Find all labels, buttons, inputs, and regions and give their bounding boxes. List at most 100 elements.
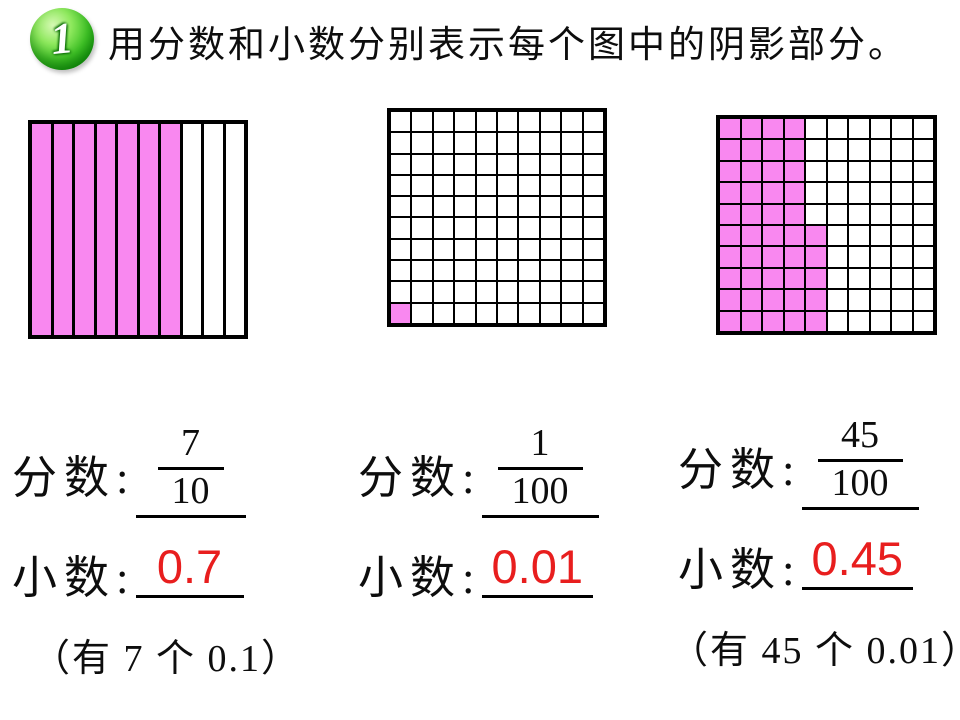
grid-cell <box>849 161 869 182</box>
shaded-cell <box>161 124 180 335</box>
grid-cell <box>497 112 518 132</box>
grid-cell <box>562 303 582 323</box>
fraction-denominator: 10 <box>157 466 224 512</box>
grid-cell <box>562 133 582 153</box>
grid-cell <box>391 175 411 196</box>
grid-cell <box>827 119 847 139</box>
decimal-value: 0.01 <box>491 539 583 593</box>
shaded-cell <box>720 204 740 224</box>
decimal-row: 小数: 0.01 <box>358 540 599 601</box>
grid-cell <box>849 204 869 224</box>
grid-cell <box>562 218 582 238</box>
grid-cell <box>519 175 539 196</box>
grid-cell <box>391 218 411 238</box>
grid-cell <box>455 261 475 281</box>
grid-cell <box>225 124 244 335</box>
grid-cell <box>519 282 539 302</box>
grid-cell <box>806 204 826 224</box>
grid-cell <box>476 261 496 281</box>
grid-cell <box>827 204 847 224</box>
shaded-cell <box>720 290 740 310</box>
shaded-cell <box>784 311 804 331</box>
grid-cell <box>849 268 869 289</box>
shaded-cell <box>763 204 783 224</box>
grid-cell <box>870 161 890 182</box>
decimal-label: 小数: <box>12 552 136 603</box>
decimal-value: 0.45 <box>811 531 903 585</box>
shaded-cell <box>720 247 740 267</box>
decimal-blank: 0.01 <box>481 539 593 598</box>
grid-cell <box>892 268 912 289</box>
grid-cell <box>892 140 912 160</box>
shaded-cell <box>139 124 158 335</box>
grid-cell <box>562 197 582 217</box>
fraction-numerator: 45 <box>841 414 880 456</box>
shaded-cell <box>763 247 783 267</box>
grid-cell <box>540 218 561 238</box>
grid-cell <box>412 303 432 323</box>
shaded-cell <box>784 119 804 139</box>
shaded-cell <box>784 290 804 310</box>
grid-cell <box>540 303 561 323</box>
grid-cell <box>913 119 933 139</box>
shaded-cell <box>741 183 761 203</box>
grid-cell <box>870 290 890 310</box>
shaded-cell <box>806 247 826 267</box>
hundredths-grid-fortyfive <box>716 115 937 335</box>
shaded-cell <box>806 311 826 331</box>
grid-cell <box>412 154 432 174</box>
tenths-grid <box>28 120 248 339</box>
grid-cell <box>913 311 933 331</box>
grid-cell <box>476 133 496 153</box>
grid-cell <box>540 154 561 174</box>
fraction-value: 45 100 <box>817 414 903 504</box>
shaded-cell <box>763 119 783 139</box>
grid-cell <box>913 140 933 160</box>
grid-cell <box>455 197 475 217</box>
grid-cell <box>433 282 454 302</box>
grid-cell <box>806 161 826 182</box>
grid-cell <box>583 303 603 323</box>
grid-cell <box>497 261 518 281</box>
grid-cell <box>391 112 411 132</box>
fraction-label: 分数: <box>678 445 802 496</box>
grid-cell <box>870 268 890 289</box>
grid-cell <box>497 175 518 196</box>
shaded-cell <box>720 268 740 289</box>
grid-cell <box>913 183 933 203</box>
grid-cell <box>412 282 432 302</box>
shaded-cell <box>763 140 783 160</box>
shaded-cell <box>741 247 761 267</box>
grid-cell <box>497 239 518 260</box>
answer-block-2: 分数: 1 100 小数: 0.01 <box>358 423 599 601</box>
grid-cell <box>562 175 582 196</box>
fraction-blank: 1 100 <box>481 423 599 518</box>
grid-cell <box>433 303 454 323</box>
fraction-denominator: 100 <box>817 458 903 504</box>
grid-cell <box>497 218 518 238</box>
grid-cell <box>391 282 411 302</box>
grid-cell <box>540 282 561 302</box>
shaded-cell <box>741 140 761 160</box>
grid-cell <box>827 225 847 246</box>
shaded-cell <box>784 247 804 267</box>
grid-cell <box>412 133 432 153</box>
grid-cell <box>391 154 411 174</box>
grid-cell <box>540 261 561 281</box>
shaded-cell <box>741 290 761 310</box>
grid-cell <box>412 112 432 132</box>
grid-cell <box>455 218 475 238</box>
fraction-blank: 7 10 <box>135 423 246 518</box>
decimal-row: 小数: 0.7 <box>12 540 301 601</box>
grid-cell <box>540 112 561 132</box>
grid-cell <box>519 303 539 323</box>
grid-cell <box>391 197 411 217</box>
shaded-cell <box>53 124 72 335</box>
grid-cell <box>849 311 869 331</box>
decimal-blank: 0.7 <box>135 543 244 598</box>
hundredths-grid-one <box>387 108 607 327</box>
grid-cell <box>476 197 496 217</box>
grid-cell <box>540 133 561 153</box>
note-text: （有 7 个 0.1） <box>32 637 302 680</box>
